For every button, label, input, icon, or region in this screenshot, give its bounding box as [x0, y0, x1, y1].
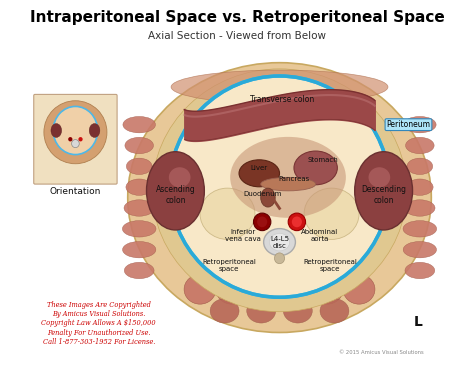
Ellipse shape — [170, 76, 390, 297]
Ellipse shape — [44, 101, 107, 164]
Ellipse shape — [239, 160, 280, 187]
Ellipse shape — [152, 69, 407, 312]
Ellipse shape — [124, 262, 154, 279]
FancyBboxPatch shape — [34, 94, 117, 184]
Ellipse shape — [146, 152, 204, 230]
Ellipse shape — [294, 151, 337, 185]
Ellipse shape — [68, 137, 73, 141]
Ellipse shape — [124, 200, 155, 216]
Ellipse shape — [403, 242, 437, 258]
Ellipse shape — [292, 216, 302, 227]
Ellipse shape — [123, 242, 156, 258]
Ellipse shape — [407, 179, 433, 195]
Ellipse shape — [247, 299, 276, 323]
Ellipse shape — [78, 137, 82, 141]
Ellipse shape — [126, 179, 153, 195]
Text: Peritoneum: Peritoneum — [386, 120, 430, 129]
Ellipse shape — [122, 221, 156, 237]
Text: Transverse colon: Transverse colon — [250, 94, 315, 104]
Ellipse shape — [283, 299, 312, 323]
Ellipse shape — [89, 124, 100, 137]
Ellipse shape — [403, 116, 436, 133]
Ellipse shape — [320, 299, 349, 323]
Text: Pancreas: Pancreas — [278, 176, 310, 182]
Ellipse shape — [123, 116, 155, 133]
Ellipse shape — [261, 178, 316, 191]
Ellipse shape — [261, 188, 275, 207]
Text: Orientation: Orientation — [50, 187, 101, 197]
Ellipse shape — [280, 274, 311, 304]
Ellipse shape — [403, 221, 437, 237]
Ellipse shape — [184, 274, 216, 304]
Ellipse shape — [53, 107, 98, 154]
Text: Duodenum: Duodenum — [243, 191, 282, 197]
Ellipse shape — [257, 216, 267, 227]
Ellipse shape — [264, 229, 295, 255]
Ellipse shape — [304, 188, 359, 239]
Text: Abdominal
aorta: Abdominal aorta — [301, 229, 338, 242]
Ellipse shape — [127, 158, 152, 175]
Ellipse shape — [355, 152, 412, 230]
Ellipse shape — [288, 213, 306, 231]
Text: Retroperitoneal
space: Retroperitoneal space — [202, 258, 256, 272]
Ellipse shape — [125, 137, 154, 154]
Text: Retroperitoneal
space: Retroperitoneal space — [303, 258, 357, 272]
Ellipse shape — [406, 137, 434, 154]
Text: L: L — [413, 314, 422, 329]
Ellipse shape — [248, 274, 280, 304]
Ellipse shape — [269, 234, 290, 251]
Ellipse shape — [274, 253, 284, 264]
Ellipse shape — [407, 158, 433, 175]
Text: © 2015 Amicus Visual Solutions: © 2015 Amicus Visual Solutions — [339, 350, 424, 355]
Text: Liver: Liver — [251, 165, 268, 171]
Text: Descending
colon: Descending colon — [361, 185, 406, 205]
Ellipse shape — [72, 139, 79, 147]
Ellipse shape — [216, 274, 248, 304]
Ellipse shape — [311, 274, 343, 304]
Ellipse shape — [200, 188, 255, 239]
Ellipse shape — [343, 274, 375, 304]
Ellipse shape — [51, 124, 62, 137]
Text: Ascending
colon: Ascending colon — [155, 185, 195, 205]
Ellipse shape — [128, 63, 431, 332]
Text: Axial Section - Viewed from Below: Axial Section - Viewed from Below — [148, 31, 326, 41]
Ellipse shape — [368, 167, 390, 187]
Ellipse shape — [254, 213, 271, 231]
Ellipse shape — [171, 70, 388, 104]
Ellipse shape — [405, 262, 435, 279]
Text: Inferior
vena cava: Inferior vena cava — [226, 229, 261, 242]
Ellipse shape — [230, 137, 346, 218]
Text: Intraperitoneal Space vs. Retroperitoneal Space: Intraperitoneal Space vs. Retroperitonea… — [30, 10, 444, 25]
Text: Stomach: Stomach — [308, 157, 338, 163]
Ellipse shape — [210, 299, 239, 323]
Text: L4-L5
disc: L4-L5 disc — [270, 236, 289, 249]
Ellipse shape — [405, 200, 435, 216]
Ellipse shape — [169, 167, 191, 187]
Text: These Images Are Copyrighted
By Amicus Visual Solutions.
Copyright Law Allows A : These Images Are Copyrighted By Amicus V… — [42, 301, 156, 346]
